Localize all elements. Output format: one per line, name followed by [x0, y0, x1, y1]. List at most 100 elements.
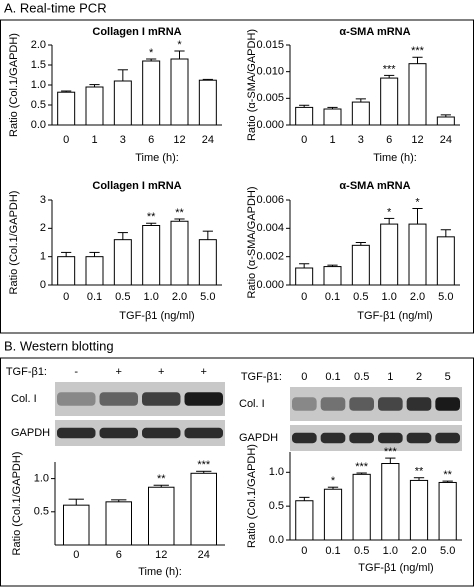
significance-label: *** [197, 459, 211, 471]
chart-title: Collagen I mRNA [92, 26, 181, 38]
y-axis-label: Ratio (α-SMA/GAPDH) [246, 186, 258, 298]
x-tick-label: 0 [63, 291, 69, 303]
significance-label: *** [384, 446, 398, 458]
significance-label: ** [157, 473, 166, 485]
bar [352, 473, 371, 541]
bar [438, 481, 457, 541]
blot-band [406, 397, 432, 411]
y-tick-label: 1.5 [31, 59, 46, 71]
x-axis-label: Time (h): [138, 566, 182, 578]
y-tick-label: 0.0 [31, 119, 46, 131]
lane-label: 0 [301, 371, 307, 383]
blot-band [435, 432, 460, 444]
x-tick-label: 6 [386, 134, 392, 146]
blot-band [435, 397, 460, 411]
x-axis-label: TGF-β1 (ng/ml) [358, 562, 433, 574]
x-tick-label: 24 [202, 134, 214, 146]
x-tick-label: 24 [198, 549, 210, 561]
significance-label: ** [175, 207, 184, 219]
panel-a-frame [0, 19, 474, 334]
blot-band [142, 392, 181, 406]
x-tick-label: 2.0 [410, 291, 425, 303]
x-tick-label: 1.0 [144, 291, 159, 303]
y-tick-label: 0.015 [256, 39, 284, 51]
y-tick-label: 0.000 [256, 279, 284, 291]
significance-label: *** [355, 461, 369, 473]
lane-label: 0.5 [354, 371, 369, 383]
x-tick-label: 0.5 [353, 291, 368, 303]
y-tick-label: 0.005 [256, 92, 284, 104]
bar [351, 244, 370, 286]
y-tick-label: 0 [40, 279, 46, 291]
blot-band [292, 397, 317, 411]
lane-label: + [201, 366, 207, 378]
x-tick-label: 2.0 [411, 545, 426, 557]
x-tick-label: 3 [358, 134, 364, 146]
blot-strip [290, 387, 462, 421]
x-tick-label: 5.0 [440, 545, 455, 557]
bar [323, 488, 343, 541]
y-axis-label: Ratio (Col.1/GAPDH) [8, 191, 20, 295]
y-tick-label: 0.5 [31, 99, 46, 111]
x-tick-label: 1.0 [383, 545, 398, 557]
x-tick-label: 1 [329, 134, 335, 146]
blot-band [349, 432, 374, 444]
bar [381, 463, 400, 541]
lane-label: 5 [445, 371, 451, 383]
blot-band [184, 392, 223, 406]
bar [113, 80, 132, 126]
x-tick-label: 5.0 [438, 291, 453, 303]
y-tick-label: 0.006 [256, 194, 284, 206]
panel-a-label: A. Real-time PCR [4, 0, 107, 15]
x-tick-label: 0 [301, 291, 307, 303]
band-label: GAPDH [11, 427, 50, 439]
x-tick-label: 0 [73, 549, 79, 561]
x-tick-label: 0.1 [87, 291, 102, 303]
significance-label: ** [147, 211, 156, 223]
x-tick-label: 0 [301, 545, 307, 557]
bar [170, 58, 189, 126]
y-tick-label: 0.010 [256, 66, 284, 78]
y-axis-label: Ratio (Col.1/GAPDH) [246, 444, 258, 548]
x-axis-label: TGF-β1 (ng/ml) [357, 310, 432, 322]
x-tick-label: 6 [148, 134, 154, 146]
bar [113, 239, 132, 286]
blot-band [184, 427, 223, 439]
bar [436, 236, 455, 286]
bar [295, 267, 314, 286]
y-axis-label: Ratio (α-SMA/GAPDH) [246, 29, 258, 141]
bar [295, 106, 314, 126]
bar [198, 79, 217, 126]
x-axis-label: TGF-β1 (ng/ml) [119, 310, 194, 322]
y-tick-label: 1.0 [269, 466, 284, 478]
bar [85, 256, 104, 286]
treatment-label: TGF-β1: [241, 371, 282, 383]
bar [198, 239, 217, 286]
y-tick-label: 1.0 [34, 473, 49, 485]
panel-b-label: B. Western blotting [4, 338, 114, 353]
blot-band [320, 432, 346, 444]
y-axis-label: Ratio (Col.1/GAPDH) [8, 33, 20, 137]
blot-band [57, 392, 96, 406]
x-tick-label: 0.1 [325, 291, 340, 303]
y-tick-label: 0.000 [256, 119, 284, 131]
significance-label: *** [411, 45, 425, 57]
blot-band [142, 427, 181, 439]
blot-band [378, 397, 403, 411]
bar [295, 500, 314, 541]
y-tick-label: 2 [40, 222, 46, 234]
x-tick-label: 5.0 [200, 291, 215, 303]
y-tick-label: 0.002 [256, 251, 284, 263]
bar [380, 77, 399, 126]
y-tick-label: 0.5 [34, 506, 49, 518]
significance-label: *** [383, 63, 397, 75]
x-tick-label: 1 [91, 134, 97, 146]
blot-strip [290, 425, 462, 451]
blot-band [99, 392, 138, 406]
bar [408, 223, 427, 286]
bar [436, 116, 455, 126]
blot-band [320, 397, 346, 411]
x-tick-label: 3 [120, 134, 126, 146]
bar [323, 266, 342, 286]
